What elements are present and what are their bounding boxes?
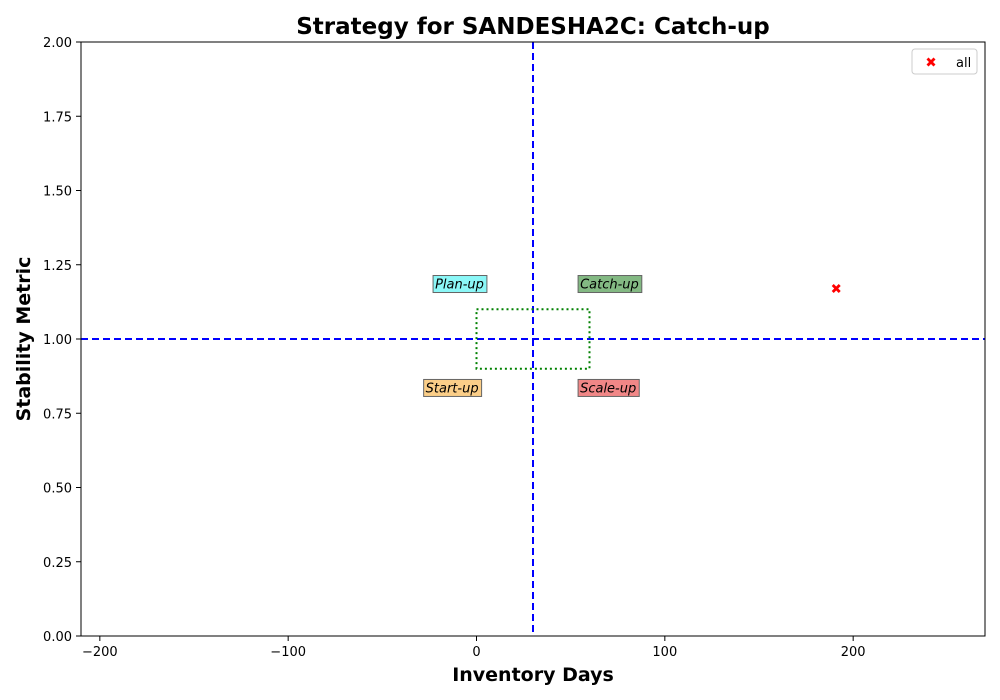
x-tick-label: −200 bbox=[82, 645, 118, 660]
quadrant-label-box bbox=[577, 275, 643, 294]
data-point bbox=[831, 284, 841, 294]
x-tick-label: 200 bbox=[841, 645, 866, 660]
quadrant-label: Plan-up bbox=[435, 278, 484, 293]
y-tick-label: 1.25 bbox=[43, 259, 72, 274]
x-marker bbox=[831, 284, 841, 294]
legend-entry-label: all bbox=[956, 56, 971, 71]
chart-title: Strategy for SANDESHA2C: Catch-up bbox=[296, 14, 770, 40]
y-tick-label: 0.00 bbox=[43, 630, 72, 645]
quadrant-label: Start-up bbox=[426, 381, 479, 396]
quadrant-label-box bbox=[577, 378, 640, 397]
quadrant-label: Scale-up bbox=[580, 381, 636, 396]
target-box bbox=[475, 308, 591, 370]
y-axis-title: Stability Metric bbox=[13, 257, 35, 422]
x-tick-label: 0 bbox=[472, 645, 480, 660]
x-axis-title: Inventory Days bbox=[452, 664, 614, 686]
plot-area: Plan-up Catch-up Start-up Scale-up −200 −100 0… bbox=[43, 36, 986, 660]
y-tick-label: 2.00 bbox=[43, 36, 72, 51]
legend-box bbox=[911, 48, 978, 75]
y-tick-label: 1.75 bbox=[43, 110, 72, 125]
quadrant-label-box bbox=[423, 378, 483, 397]
y-tick-label: 0.50 bbox=[43, 482, 72, 497]
y-tick-label: 0.25 bbox=[43, 556, 72, 571]
y-tick-label: 1.50 bbox=[43, 185, 72, 200]
quadrant-label: Catch-up bbox=[580, 278, 639, 293]
legend-marker bbox=[926, 57, 936, 67]
y-tick-label: 0.75 bbox=[43, 407, 72, 422]
quadrant-label-box bbox=[432, 275, 488, 294]
x-tick-label: 100 bbox=[652, 645, 677, 660]
y-tick-label: 1.00 bbox=[43, 333, 72, 348]
x-tick-label: −100 bbox=[270, 645, 306, 660]
